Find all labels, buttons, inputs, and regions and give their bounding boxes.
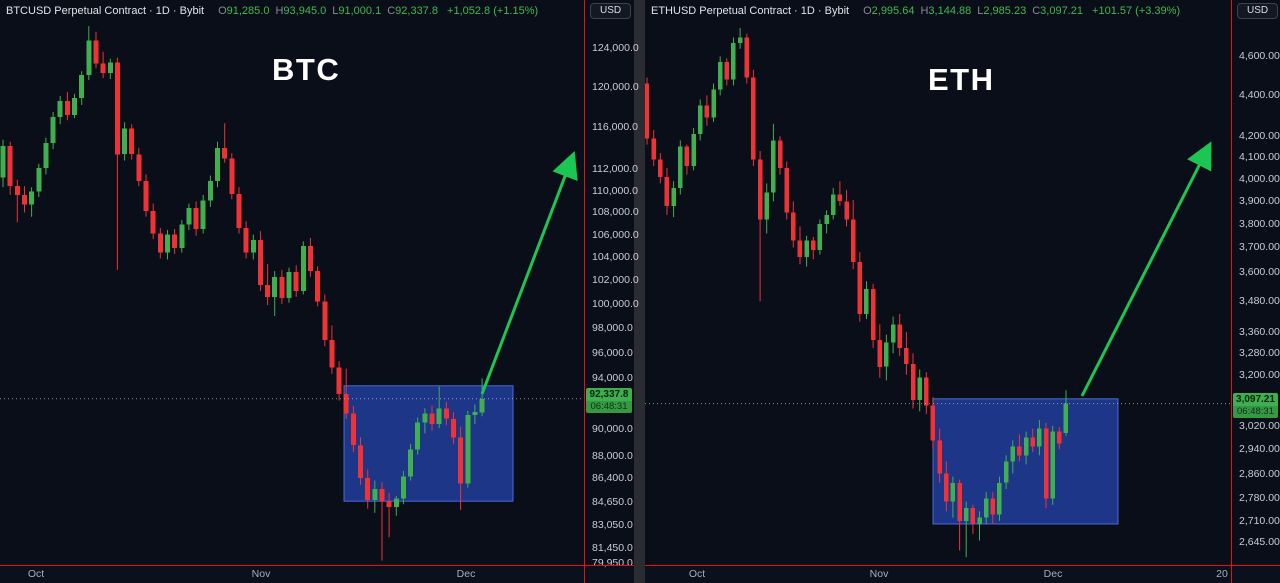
btc-price-tick-label: 112,000.0 [592,163,638,175]
ohlc-key: L [332,5,339,17]
btc-time-axis-label: Nov [251,568,271,580]
btc-price-tick-label: 94,000.0 [592,372,633,384]
eth-time-axis-label: Nov [869,568,889,580]
eth-price-tick-label: 3,600.00 [1239,266,1280,278]
eth-price-tick-label: 2,645.00 [1239,536,1280,548]
eth-candlestick-plot[interactable] [645,0,1231,565]
ohlc-value: 3,097.21 [1040,5,1083,17]
btc-price-axis[interactable]: USD 92,337.8 06:48:31 124,000.0 120,000.0… [585,0,639,569]
btc-symbol-legend: BTCUSD Perpetual Contract · 1D · Bybit O9… [6,5,538,17]
eth-price-tick-label: 4,000.00 [1239,173,1280,185]
eth-price-tick-label: 3,280.00 [1239,347,1280,359]
eth-time-axis-label: 20 [1216,568,1228,580]
btc-accumulation-box[interactable] [343,385,514,502]
btc-candle-countdown: 06:48:31 [586,401,632,413]
eth-last-price-badge: 3,097.21 06:48:31 [1233,393,1278,418]
btc-price-tick-label: 90,000.0 [592,423,633,435]
btc-price-tick-label: 106,000.0 [592,229,639,241]
eth-price-tick-label: 3,800.00 [1239,218,1280,230]
eth-chart-panel: ETHUSD Perpetual Contract · 1D · Bybit O2… [645,0,1280,583]
eth-price-tick-label: 3,020.00 [1239,420,1280,432]
eth-change-value: +101.57 (+3.39%) [1092,5,1181,17]
eth-candle-countdown: 06:48:31 [1233,406,1278,418]
eth-price-tick-label: 4,200.00 [1239,130,1280,142]
btc-price-tick-label: 120,000.0 [592,81,639,93]
ohlc-key: O [218,5,227,17]
ohlc-value: 2,985.23 [983,5,1027,17]
eth-price-tick-label: 3,480.00 [1239,295,1280,307]
eth-last-price-value: 3,097.21 [1233,393,1278,406]
btc-price-tick-label: 84,650.0 [592,496,633,508]
btc-time-axis-label: Oct [27,568,45,580]
ohlc-key: C [387,5,396,17]
btc-change-value: +1,052.8 (+1.15%) [447,5,539,17]
btc-ohlc-values: O91,285.0 H93,945.0 L91,000.1 C92,337.8 [212,5,438,17]
eth-red-border-horizontal [645,565,1280,566]
eth-price-tick-label: 3,900.00 [1239,195,1280,207]
btc-price-tick-label: 86,400.0 [592,472,633,484]
eth-projection-arrow[interactable] [1080,141,1212,397]
btc-red-border-horizontal [0,565,634,566]
ohlc-value: 92,337.8 [395,5,438,17]
eth-price-tick-label: 2,780.00 [1239,492,1280,504]
ohlc-key: H [920,5,929,17]
btc-price-tick-label: 98,000.0 [592,322,633,334]
btc-last-price-value: 92,337.8 [586,388,632,401]
eth-red-border-vertical [1231,0,1232,583]
eth-time-axis[interactable]: Oct Nov Dec 20 [645,565,1280,583]
btc-symbol-title[interactable]: BTCUSD Perpetual Contract · 1D · Bybit [6,5,205,17]
ohlc-key: C [1032,5,1041,17]
btc-price-tick-label: 83,050.0 [592,519,633,531]
eth-ohlc-values: O2,995.64 H3,144.88 L2,985.23 C3,097.21 [857,5,1083,17]
ohlc-key: L [977,5,984,17]
ohlc-value: 91,285.0 [226,5,270,17]
btc-time-axis[interactable]: Oct Nov Dec [0,565,634,583]
eth-price-tick-label: 4,100.00 [1239,151,1280,163]
btc-price-tick-label: 124,000.0 [592,42,639,54]
eth-price-tick-label: 3,360.00 [1239,326,1280,338]
btc-chart-panel: BTCUSD Perpetual Contract · 1D · Bybit O9… [0,0,639,583]
btc-price-tick-label: 100,000.0 [592,298,639,310]
eth-watermark-label: ETH [928,62,995,97]
eth-symbol-legend: ETHUSD Perpetual Contract · 1D · Bybit O2… [651,5,1180,17]
btc-time-axis-label: Dec [456,568,476,580]
btc-price-tick-label: 108,000.0 [592,206,639,218]
eth-price-tick-label: 4,400.00 [1239,89,1280,101]
btc-price-tick-label: 116,000.0 [592,121,638,133]
eth-price-axis[interactable]: USD 3,097.21 06:48:31 4,600.00 4,400.00 4,… [1232,0,1280,565]
btc-candles [0,26,485,561]
eth-currency-button[interactable]: USD [1237,3,1279,19]
btc-price-tick-label: 102,000.0 [592,274,639,286]
eth-price-tick-label: 2,860.00 [1239,468,1280,480]
eth-price-tick-label: 3,700.00 [1239,241,1280,253]
btc-price-tick-label: 88,000.0 [592,450,633,462]
ohlc-value: 91,000.1 [338,5,382,17]
btc-price-tick-label: 110,000.0 [592,185,638,197]
eth-accumulation-box[interactable] [932,398,1119,525]
btc-price-tick-label: 96,000.0 [592,347,633,359]
btc-currency-button[interactable]: USD [590,3,632,19]
btc-price-tick-label: 81,450.0 [592,542,633,554]
eth-price-tick-label: 3,200.00 [1239,369,1280,381]
eth-price-tick-label: 4,600.00 [1239,50,1280,62]
eth-candles [645,28,1069,558]
ohlc-key: H [275,5,284,17]
eth-time-axis-label: Dec [1043,568,1063,580]
ohlc-value: 93,945.0 [283,5,327,17]
eth-time-axis-label: Oct [688,568,706,580]
eth-symbol-title[interactable]: ETHUSD Perpetual Contract · 1D · Bybit [651,5,850,17]
btc-price-tick-label: 104,000.0 [592,251,639,263]
ohlc-value: 3,144.88 [928,5,972,17]
btc-watermark-label: BTC [272,52,341,87]
btc-projection-arrow[interactable] [480,150,578,395]
btc-red-border-vertical [584,0,585,583]
btc-price-tick-label: 79,950.0 [592,557,633,569]
eth-price-tick-label: 2,710.00 [1239,515,1280,527]
eth-price-tick-label: 2,940.00 [1239,443,1280,455]
ohlc-value: 2,995.64 [871,5,915,17]
btc-last-price-badge: 92,337.8 06:48:31 [586,388,632,413]
btc-candlestick-plot[interactable] [0,0,584,565]
panel-divider[interactable] [634,0,645,583]
ohlc-key: O [863,5,872,17]
